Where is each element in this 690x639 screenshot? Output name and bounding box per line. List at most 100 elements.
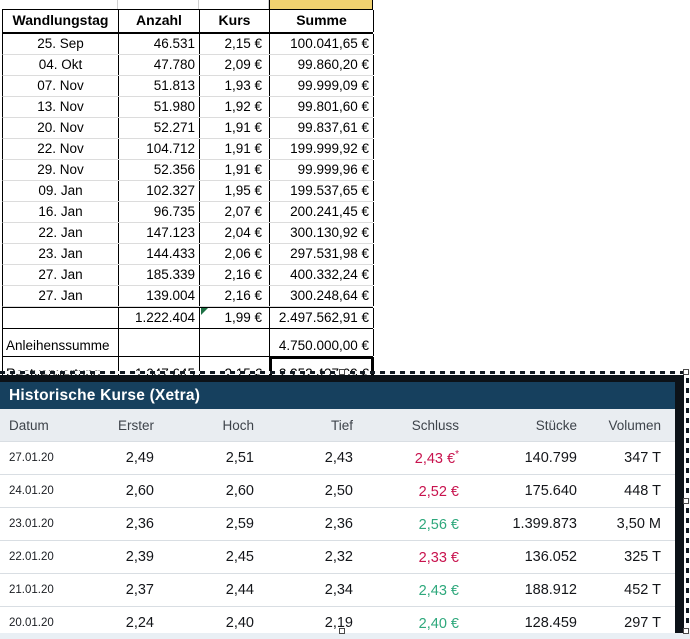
cell-anzahl[interactable]: 52.356	[119, 160, 200, 180]
cell-wandlungstag[interactable]: 29. Nov	[3, 160, 119, 180]
cell-kurs[interactable]: 1,91 €	[200, 139, 270, 159]
cell-wandlungstag[interactable]: 27. Jan	[3, 265, 119, 285]
hist-datum: 21.01.20	[9, 584, 54, 596]
cell-summe[interactable]: 99.860,20 €	[270, 55, 374, 75]
cell-empty[interactable]	[200, 329, 270, 356]
cell-wandlungstag[interactable]: 04. Okt	[3, 55, 119, 75]
hist-volumen: 347 T	[624, 450, 661, 466]
total-kurs[interactable]: 1,99 €	[200, 308, 270, 328]
cell-anzahl[interactable]: 104.712	[119, 139, 200, 159]
cell-kurs[interactable]: 1,92 €	[200, 97, 270, 117]
cell-kurs[interactable]: 2,07 €	[200, 202, 270, 222]
cell-wandlungstag[interactable]: 13. Nov	[3, 97, 119, 117]
cell-wandlungstag[interactable]: 27. Jan	[3, 286, 119, 306]
cell-summe[interactable]: 99.801,60 €	[270, 97, 374, 117]
cell-kurs[interactable]: 2,16 €	[200, 286, 270, 306]
sheet-data-row: 25. Sep 46.531 2,15 € 100.041,65 €	[2, 34, 374, 55]
selection-handle-top-right[interactable]	[683, 369, 689, 375]
cell-summe[interactable]: 100.041,65 €	[270, 34, 374, 54]
yellow-highlight-cell[interactable]	[269, 0, 373, 9]
hist-schluss: 2,43 €	[418, 582, 459, 599]
hist-tief: 2,36	[324, 516, 353, 532]
cell-anzahl[interactable]: 185.339	[119, 265, 200, 285]
cell-anzahl[interactable]: 147.123	[119, 223, 200, 243]
anleihenssumme-label[interactable]: Anleihenssumme	[3, 329, 119, 356]
hist-data-row: 27.01.20 2,49 2,51 2,43 2,43 €* 140.799 …	[0, 441, 675, 474]
hist-stuecke: 140.799	[524, 450, 577, 466]
cell-anzahl[interactable]: 51.980	[119, 97, 200, 117]
header-summe[interactable]: Summe	[270, 10, 374, 32]
header-anzahl[interactable]: Anzahl	[119, 10, 200, 32]
cell-kurs[interactable]: 1,91 €	[200, 160, 270, 180]
cell-empty[interactable]	[3, 308, 119, 328]
cell-kurs[interactable]: 1,93 €	[200, 76, 270, 96]
cell-kurs[interactable]: 1,91 €	[200, 118, 270, 138]
hist-tief: 2,34	[324, 582, 353, 598]
cell-summe[interactable]: 99.837,61 €	[270, 118, 374, 138]
hist-erster: 2,39	[125, 549, 154, 565]
cell-anzahl[interactable]: 144.433	[119, 244, 200, 264]
partial-cell[interactable]	[118, 0, 199, 9]
cell-wandlungstag[interactable]: 22. Jan	[3, 223, 119, 243]
cell-wandlungstag[interactable]: 09. Jan	[3, 181, 119, 201]
cell-wandlungstag[interactable]: 07. Nov	[3, 76, 119, 96]
cell-summe[interactable]: 99.999,96 €	[270, 160, 374, 180]
hist-datum: 20.01.20	[9, 617, 54, 629]
cell-wandlungstag[interactable]: 20. Nov	[3, 118, 119, 138]
hist-volumen: 325 T	[624, 549, 661, 565]
cell-kurs[interactable]: 2,04 €	[200, 223, 270, 243]
cell-kurs[interactable]: 1,95 €	[200, 181, 270, 201]
cell-anzahl[interactable]: 46.531	[119, 34, 200, 54]
hist-schluss: 2,33 €	[418, 549, 459, 566]
hist-stuecke: 175.640	[524, 483, 577, 499]
anleihenssumme-summe[interactable]: 4.750.000,00 €	[270, 329, 374, 356]
cell-empty[interactable]	[119, 329, 200, 356]
cell-wandlungstag[interactable]: 25. Sep	[3, 34, 119, 54]
cell-kurs[interactable]: 2,15 €	[200, 34, 270, 54]
cell-summe[interactable]: 99.999,09 €	[270, 76, 374, 96]
cell-anzahl[interactable]: 47.780	[119, 55, 200, 75]
total-anzahl[interactable]: 1.222.404	[119, 308, 200, 328]
partial-cell[interactable]	[2, 0, 118, 9]
col-volumen: Volumen	[608, 417, 661, 433]
cell-wandlungstag[interactable]: 23. Jan	[3, 244, 119, 264]
hist-hoch: 2,60	[225, 483, 254, 499]
sheet-data-row: 20. Nov 52.271 1,91 € 99.837,61 €	[2, 118, 374, 139]
cell-summe[interactable]: 300.130,92 €	[270, 223, 374, 243]
hist-stuecke: 188.912	[524, 582, 577, 598]
hist-schluss: 2,43 €*	[414, 449, 459, 467]
cell-summe[interactable]: 199.999,92 €	[270, 139, 374, 159]
sheet-header-row: Wandlungstag Anzahl Kurs Summe	[2, 9, 374, 34]
partial-cell[interactable]	[199, 0, 269, 9]
cell-summe[interactable]: 400.332,24 €	[270, 265, 374, 285]
cell-anzahl[interactable]: 96.735	[119, 202, 200, 222]
cell-anzahl[interactable]: 51.813	[119, 76, 200, 96]
cell-wandlungstag[interactable]: 22. Nov	[3, 139, 119, 159]
cell-summe[interactable]: 199.537,65 €	[270, 181, 374, 201]
cell-anzahl[interactable]: 139.004	[119, 286, 200, 306]
hist-datum: 23.01.20	[9, 518, 54, 530]
col-hoch: Hoch	[222, 417, 254, 433]
cell-summe[interactable]: 300.248,64 €	[270, 286, 374, 306]
selection-handle-right-middle[interactable]	[683, 498, 689, 504]
selection-handle-bottom-middle[interactable]	[339, 628, 345, 634]
historical-prices-image[interactable]: Historische Kurse (Xetra) Datum Erster H…	[0, 375, 684, 639]
selection-handle-bottom-right[interactable]	[683, 628, 689, 634]
cell-summe[interactable]: 200.241,45 €	[270, 202, 374, 222]
header-wandlungstag[interactable]: Wandlungstag	[3, 10, 119, 32]
cell-anzahl[interactable]: 102.327	[119, 181, 200, 201]
total-summe[interactable]: 2.497.562,91 €	[270, 308, 374, 328]
excel-error-indicator-icon	[201, 308, 208, 315]
cell-anzahl[interactable]: 52.271	[119, 118, 200, 138]
cell-kurs[interactable]: 2,06 €	[200, 244, 270, 264]
cell-kurs[interactable]: 2,09 €	[200, 55, 270, 75]
col-stuecke: Stücke	[535, 417, 577, 433]
cell-summe[interactable]: 297.531,98 €	[270, 244, 374, 264]
selection-handle-top-middle[interactable]	[339, 369, 345, 375]
sheet-total-row: 1.222.404 1,99 € 2.497.562,91 €	[2, 307, 374, 329]
cell-kurs[interactable]: 2,16 €	[200, 265, 270, 285]
header-kurs[interactable]: Kurs	[200, 10, 270, 32]
hist-title: Historische Kurse (Xetra)	[0, 382, 675, 409]
sheet-data-row: 22. Nov 104.712 1,91 € 199.999,92 €	[2, 139, 374, 160]
cell-wandlungstag[interactable]: 16. Jan	[3, 202, 119, 222]
